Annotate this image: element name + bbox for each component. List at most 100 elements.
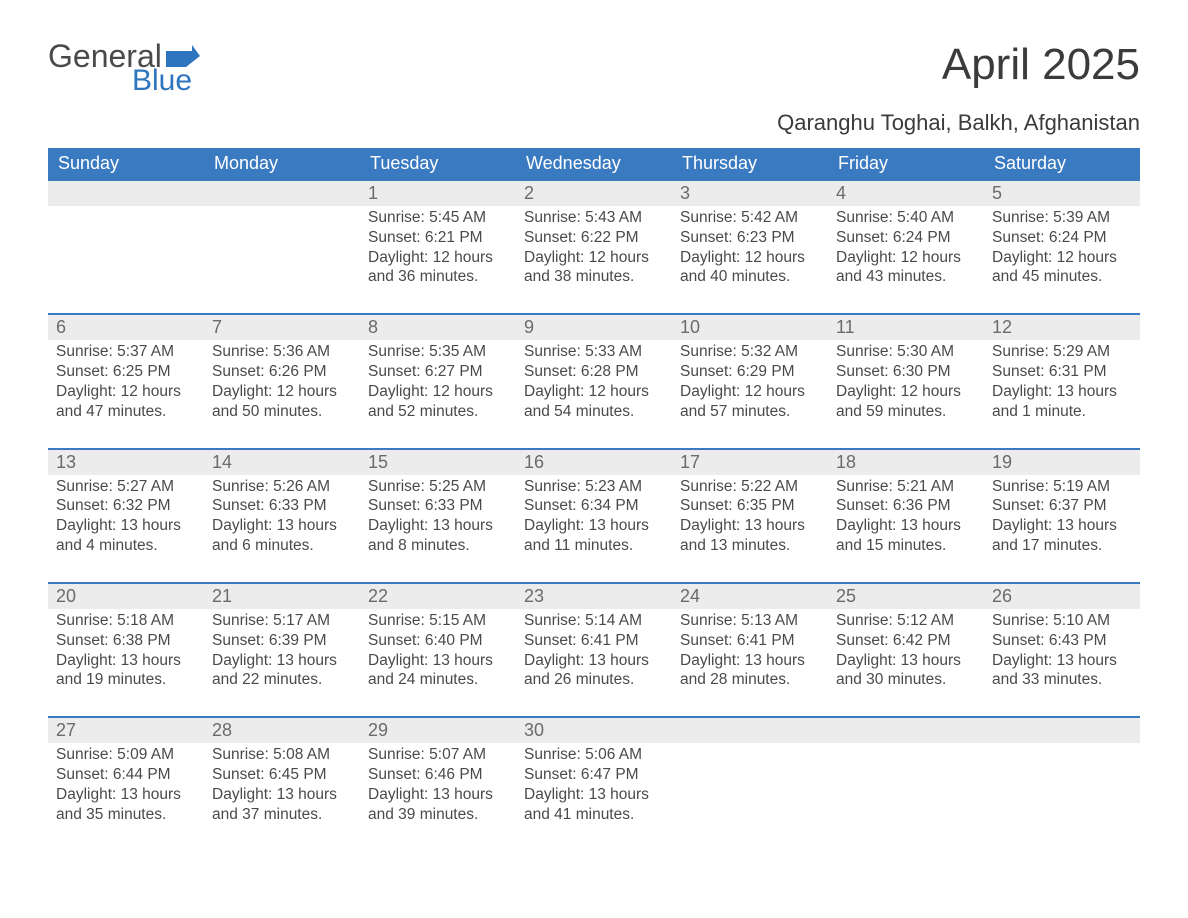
- daylight-text: and 22 minutes.: [212, 670, 352, 690]
- day-number: 7: [204, 315, 360, 340]
- day-cell: Sunrise: 5:29 AMSunset: 6:31 PMDaylight:…: [984, 340, 1140, 447]
- day-cell: Sunrise: 5:06 AMSunset: 6:47 PMDaylight:…: [516, 743, 672, 850]
- day-cell: [48, 206, 204, 313]
- sunrise-text: Sunrise: 5:33 AM: [524, 342, 664, 362]
- weekday-header: Tuesday: [360, 148, 516, 179]
- daylight-text: and 26 minutes.: [524, 670, 664, 690]
- sunrise-text: Sunrise: 5:23 AM: [524, 477, 664, 497]
- daylight-text: Daylight: 13 hours: [992, 651, 1132, 671]
- sunrise-text: Sunrise: 5:08 AM: [212, 745, 352, 765]
- daylight-text: Daylight: 13 hours: [680, 516, 820, 536]
- sunrise-text: Sunrise: 5:07 AM: [368, 745, 508, 765]
- daylight-text: Daylight: 12 hours: [368, 382, 508, 402]
- weekday-header: Wednesday: [516, 148, 672, 179]
- daylight-text: Daylight: 12 hours: [992, 248, 1132, 268]
- sunrise-text: Sunrise: 5:39 AM: [992, 208, 1132, 228]
- calendar-week: 6789101112Sunrise: 5:37 AMSunset: 6:25 P…: [48, 313, 1140, 447]
- sunrise-text: Sunrise: 5:14 AM: [524, 611, 664, 631]
- day-number: 30: [516, 718, 672, 743]
- sunset-text: Sunset: 6:33 PM: [368, 496, 508, 516]
- day-cell: Sunrise: 5:07 AMSunset: 6:46 PMDaylight:…: [360, 743, 516, 850]
- daylight-text: and 54 minutes.: [524, 402, 664, 422]
- daylight-text: Daylight: 13 hours: [56, 651, 196, 671]
- daylight-text: Daylight: 13 hours: [524, 785, 664, 805]
- day-number: 19: [984, 450, 1140, 475]
- sunrise-text: Sunrise: 5:26 AM: [212, 477, 352, 497]
- day-cell: Sunrise: 5:42 AMSunset: 6:23 PMDaylight:…: [672, 206, 828, 313]
- day-number: 16: [516, 450, 672, 475]
- daylight-text: Daylight: 13 hours: [212, 785, 352, 805]
- sunrise-text: Sunrise: 5:06 AM: [524, 745, 664, 765]
- day-number: 22: [360, 584, 516, 609]
- day-cell: Sunrise: 5:18 AMSunset: 6:38 PMDaylight:…: [48, 609, 204, 716]
- day-number: 13: [48, 450, 204, 475]
- day-cell: Sunrise: 5:36 AMSunset: 6:26 PMDaylight:…: [204, 340, 360, 447]
- day-cell: Sunrise: 5:10 AMSunset: 6:43 PMDaylight:…: [984, 609, 1140, 716]
- daylight-text: and 11 minutes.: [524, 536, 664, 556]
- sunrise-text: Sunrise: 5:09 AM: [56, 745, 196, 765]
- daylight-text: and 38 minutes.: [524, 267, 664, 287]
- sunrise-text: Sunrise: 5:30 AM: [836, 342, 976, 362]
- daylight-text: and 24 minutes.: [368, 670, 508, 690]
- sunset-text: Sunset: 6:37 PM: [992, 496, 1132, 516]
- header: General Blue April 2025 Qaranghu Toghai,…: [48, 40, 1140, 136]
- day-number: 18: [828, 450, 984, 475]
- sunset-text: Sunset: 6:32 PM: [56, 496, 196, 516]
- daylight-text: Daylight: 13 hours: [56, 785, 196, 805]
- sunrise-text: Sunrise: 5:18 AM: [56, 611, 196, 631]
- sunset-text: Sunset: 6:25 PM: [56, 362, 196, 382]
- daylight-text: Daylight: 12 hours: [368, 248, 508, 268]
- day-cell: [672, 743, 828, 850]
- weekday-header-row: SundayMondayTuesdayWednesdayThursdayFrid…: [48, 148, 1140, 179]
- daylight-text: and 19 minutes.: [56, 670, 196, 690]
- daylight-text: Daylight: 13 hours: [524, 516, 664, 536]
- day-number: 6: [48, 315, 204, 340]
- day-number: 2: [516, 181, 672, 206]
- day-cell: Sunrise: 5:09 AMSunset: 6:44 PMDaylight:…: [48, 743, 204, 850]
- daylight-text: and 52 minutes.: [368, 402, 508, 422]
- day-cell: Sunrise: 5:25 AMSunset: 6:33 PMDaylight:…: [360, 475, 516, 582]
- day-number: 3: [672, 181, 828, 206]
- daylight-text: and 45 minutes.: [992, 267, 1132, 287]
- daylight-text: Daylight: 13 hours: [836, 651, 976, 671]
- day-cell: Sunrise: 5:21 AMSunset: 6:36 PMDaylight:…: [828, 475, 984, 582]
- daylight-text: and 50 minutes.: [212, 402, 352, 422]
- sunset-text: Sunset: 6:41 PM: [524, 631, 664, 651]
- day-cell: Sunrise: 5:40 AMSunset: 6:24 PMDaylight:…: [828, 206, 984, 313]
- daylight-text: Daylight: 12 hours: [836, 248, 976, 268]
- sunset-text: Sunset: 6:40 PM: [368, 631, 508, 651]
- day-cell: Sunrise: 5:27 AMSunset: 6:32 PMDaylight:…: [48, 475, 204, 582]
- day-number: 12: [984, 315, 1140, 340]
- sunset-text: Sunset: 6:30 PM: [836, 362, 976, 382]
- day-cell: Sunrise: 5:12 AMSunset: 6:42 PMDaylight:…: [828, 609, 984, 716]
- sunrise-text: Sunrise: 5:45 AM: [368, 208, 508, 228]
- sunset-text: Sunset: 6:46 PM: [368, 765, 508, 785]
- day-cell: Sunrise: 5:45 AMSunset: 6:21 PMDaylight:…: [360, 206, 516, 313]
- day-number: 27: [48, 718, 204, 743]
- sunset-text: Sunset: 6:44 PM: [56, 765, 196, 785]
- daylight-text: and 47 minutes.: [56, 402, 196, 422]
- day-number: 15: [360, 450, 516, 475]
- sunset-text: Sunset: 6:24 PM: [992, 228, 1132, 248]
- sunrise-text: Sunrise: 5:15 AM: [368, 611, 508, 631]
- daylight-text: Daylight: 13 hours: [680, 651, 820, 671]
- sunset-text: Sunset: 6:23 PM: [680, 228, 820, 248]
- daylight-text: and 35 minutes.: [56, 805, 196, 825]
- daylight-text: Daylight: 13 hours: [212, 516, 352, 536]
- day-number: 10: [672, 315, 828, 340]
- day-number: 14: [204, 450, 360, 475]
- day-number: 11: [828, 315, 984, 340]
- day-number: 9: [516, 315, 672, 340]
- daylight-text: and 6 minutes.: [212, 536, 352, 556]
- daylight-text: and 36 minutes.: [368, 267, 508, 287]
- calendar-week: 12345Sunrise: 5:45 AMSunset: 6:21 PMDayl…: [48, 179, 1140, 313]
- daylight-text: and 59 minutes.: [836, 402, 976, 422]
- daylight-text: Daylight: 12 hours: [680, 248, 820, 268]
- sunrise-text: Sunrise: 5:32 AM: [680, 342, 820, 362]
- day-cell: Sunrise: 5:26 AMSunset: 6:33 PMDaylight:…: [204, 475, 360, 582]
- day-cell: Sunrise: 5:33 AMSunset: 6:28 PMDaylight:…: [516, 340, 672, 447]
- day-cell: Sunrise: 5:23 AMSunset: 6:34 PMDaylight:…: [516, 475, 672, 582]
- daylight-text: Daylight: 12 hours: [56, 382, 196, 402]
- calendar-week: 27282930Sunrise: 5:09 AMSunset: 6:44 PMD…: [48, 716, 1140, 850]
- sunset-text: Sunset: 6:34 PM: [524, 496, 664, 516]
